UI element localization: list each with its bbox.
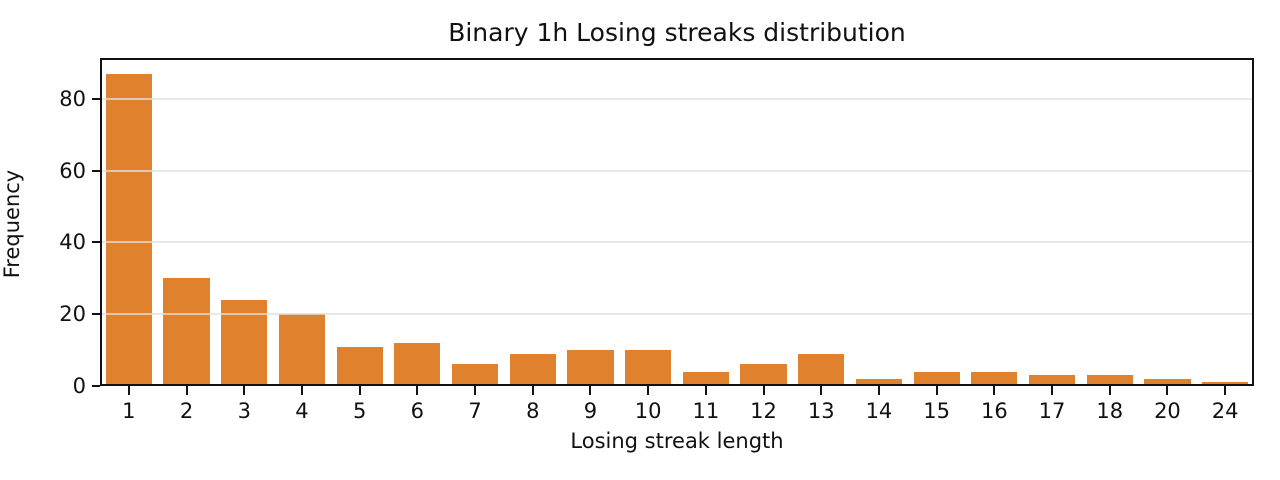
y-tick-mark <box>92 313 100 316</box>
x-tick-mark <box>647 386 650 395</box>
x-tick-label-4: 4 <box>295 399 309 423</box>
bar-streak-10 <box>625 350 672 386</box>
x-tick-mark <box>531 386 534 395</box>
x-tick-label-8: 8 <box>526 399 540 423</box>
x-tick-mark <box>589 386 592 395</box>
x-tick-label-11: 11 <box>692 399 720 423</box>
gridline-y-80 <box>100 97 1254 100</box>
y-tick-label-0: 0 <box>72 374 86 398</box>
y-tick-label-80: 80 <box>59 86 86 111</box>
x-tick-mark <box>1166 386 1169 395</box>
gridline-y-40 <box>100 241 1254 244</box>
y-tick-mark <box>92 97 100 100</box>
x-tick-label-14: 14 <box>865 399 893 423</box>
x-tick-label-3: 3 <box>237 399 251 423</box>
x-tick-mark <box>243 386 246 395</box>
x-tick-mark <box>877 386 880 395</box>
chart-title: Binary 1h Losing streaks distribution <box>448 18 906 47</box>
x-axis-label: Losing streak length <box>570 429 784 453</box>
bar-streak-12 <box>740 364 787 386</box>
x-tick-label-10: 10 <box>634 399 662 423</box>
bar-streak-8 <box>509 353 556 386</box>
x-tick-mark <box>185 386 188 395</box>
bar-streak-14 <box>855 378 903 386</box>
x-tick-mark <box>127 386 130 395</box>
x-tick-mark <box>820 386 823 395</box>
x-tick-label-15: 15 <box>923 399 950 423</box>
bar-streak-20 <box>1144 378 1191 386</box>
bar-streak-6 <box>394 342 441 386</box>
x-tick-mark <box>416 386 419 395</box>
bar-streak-18 <box>1086 375 1133 386</box>
x-tick-label-13: 13 <box>807 399 835 423</box>
x-tick-mark <box>358 386 361 395</box>
y-axis-label: Frequency <box>0 169 24 279</box>
y-tick-label-20: 20 <box>59 302 86 327</box>
x-tick-label-24: 24 <box>1211 399 1239 423</box>
top-spine <box>100 58 1254 60</box>
x-tick-mark <box>704 386 707 395</box>
y-tick-label-40: 40 <box>59 230 86 255</box>
x-axis-line <box>100 384 1254 386</box>
bar-streak-5 <box>336 346 383 386</box>
x-tick-label-1: 1 <box>122 399 136 423</box>
gridline-y-60 <box>100 169 1254 172</box>
x-tick-mark <box>474 386 477 395</box>
x-tick-mark <box>762 386 765 395</box>
x-tick-label-16: 16 <box>980 399 1008 423</box>
right-spine <box>1252 58 1254 386</box>
x-tick-label-6: 6 <box>410 399 425 423</box>
bar-streak-13 <box>798 353 845 386</box>
y-tick-label-60: 60 <box>59 158 86 183</box>
y-tick-mark <box>92 241 100 244</box>
x-tick-label-20: 20 <box>1154 399 1181 423</box>
y-tick-mark <box>92 385 100 387</box>
x-tick-mark <box>1108 386 1111 395</box>
plot-area <box>100 58 1254 386</box>
x-tick-mark <box>1051 386 1054 395</box>
bar-streak-7 <box>451 364 499 386</box>
x-tick-label-18: 18 <box>1096 399 1124 423</box>
bar-streak-11 <box>682 371 729 386</box>
x-tick-label-2: 2 <box>179 399 194 423</box>
bar-streak-4 <box>278 314 326 386</box>
x-tick-label-12: 12 <box>750 399 777 423</box>
x-tick-mark <box>935 386 938 395</box>
x-tick-mark <box>993 386 996 395</box>
y-tick-mark <box>92 169 100 172</box>
bar-streak-16 <box>971 371 1018 386</box>
bar-streak-15 <box>913 371 960 386</box>
x-tick-label-9: 9 <box>583 399 598 423</box>
x-tick-label-17: 17 <box>1038 399 1066 423</box>
x-tick-label-7: 7 <box>468 399 482 423</box>
x-tick-mark <box>1224 386 1227 395</box>
bar-streak-9 <box>567 350 614 386</box>
x-tick-mark <box>300 386 303 395</box>
bar-streak-17 <box>1028 375 1076 386</box>
bar-streak-2 <box>163 278 210 386</box>
x-tick-label-5: 5 <box>352 399 367 423</box>
gridline-y-20 <box>100 313 1254 316</box>
bar-streak-1 <box>105 73 152 386</box>
y-axis-line <box>100 58 102 386</box>
